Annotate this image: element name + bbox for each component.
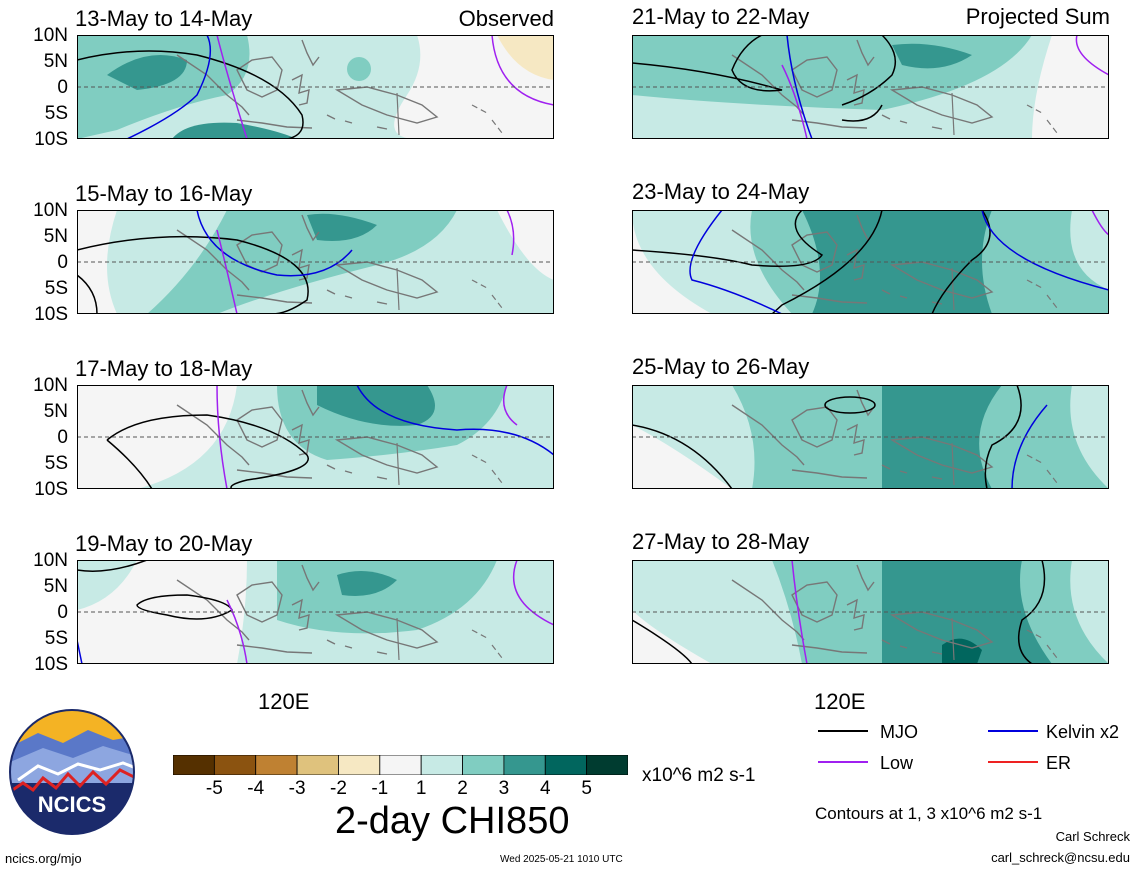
- colorbar-tick-label: 2: [457, 778, 468, 799]
- colorbar-tick-label: 3: [498, 778, 510, 799]
- lat-label: 5N: [43, 401, 68, 422]
- lat-label: 0: [57, 427, 68, 448]
- colorbar-swatch: [544, 755, 588, 775]
- legend-line-mjo: [818, 730, 868, 732]
- colorbar-swatch: [338, 755, 381, 775]
- legend-line-er: [988, 761, 1038, 763]
- lat-label: 10S: [34, 479, 68, 500]
- logo-text: NCICS: [38, 792, 106, 817]
- author: Carl Schreck: [1055, 829, 1130, 844]
- panel-title: 17-May to 18-May: [75, 356, 253, 381]
- lat-label: 5S: [44, 628, 68, 649]
- colorbar-swatch: [420, 755, 463, 775]
- lat-label: 5S: [44, 453, 68, 474]
- main-title: 2-day CHI850: [335, 800, 570, 842]
- panel-title: 23-May to 24-May: [632, 179, 810, 204]
- lat-label: 10N: [33, 25, 68, 46]
- contours-note: Contours at 1, 3 x10^6 m2 s-1: [815, 804, 1043, 823]
- colorbar-swatch: [503, 755, 546, 775]
- colorbar-tick-label: -4: [247, 778, 265, 799]
- legend-line-low: [818, 761, 868, 763]
- legend-line-kelvin: [988, 730, 1038, 732]
- lat-label: 5N: [43, 51, 68, 72]
- lat-label: 5N: [43, 226, 68, 247]
- lat-label: 0: [57, 77, 68, 98]
- panel-title: 19-May to 20-May: [75, 531, 253, 556]
- lon-label: 120E: [258, 689, 310, 714]
- panel-title: 21-May to 22-May: [632, 4, 810, 29]
- lat-label: 10N: [33, 550, 68, 571]
- colorbar-tick-label: -1: [371, 778, 389, 799]
- projected-sum-label: Projected Sum: [965, 4, 1110, 29]
- colorbar-swatch: [379, 755, 422, 775]
- colorbar-swatch: [586, 755, 628, 775]
- legend-label-mjo: MJO: [880, 722, 918, 742]
- colorbar-swatch: [296, 755, 339, 775]
- email: carl_schreck@ncsu.edu: [991, 850, 1130, 865]
- colorbar: [173, 755, 628, 775]
- lat-label: 10S: [34, 654, 68, 675]
- lat-label: 0: [57, 252, 68, 273]
- ncics-logo: NCICS: [9, 709, 135, 835]
- legend-label-er: ER: [1046, 753, 1072, 773]
- colorbar-tick-label: -3: [288, 778, 306, 799]
- lat-label: 10S: [34, 304, 68, 325]
- legend-label-kelvin: Kelvin x2: [1046, 722, 1120, 742]
- lon-label: 120E: [814, 689, 866, 714]
- lat-label: 0: [57, 602, 68, 623]
- timestamp: Wed 2025-05-21 1010 UTC: [500, 854, 623, 865]
- colorbar-tick-label: -2: [330, 778, 347, 799]
- map-panel-1: [77, 35, 554, 139]
- panel-title: 13-May to 14-May: [75, 6, 253, 31]
- map-panel-5: [632, 35, 1109, 139]
- colorbar-tick-label: 5: [581, 778, 592, 799]
- map-panel-7: [632, 385, 1109, 489]
- map-panel-3: [77, 385, 554, 489]
- colorbar-tick-label: -5: [205, 778, 223, 799]
- colorbar-swatch: [462, 755, 505, 775]
- lat-label: 10N: [33, 375, 68, 396]
- map-panel-2: [77, 210, 554, 314]
- lat-label: 10N: [33, 200, 68, 221]
- map-panel-8: [632, 560, 1109, 664]
- lat-label: 10S: [34, 129, 68, 150]
- colorbar-tick-label: 1: [415, 778, 427, 799]
- colorbar-swatch: [173, 755, 215, 775]
- map-panel-4: [77, 560, 554, 664]
- panel-title: 25-May to 26-May: [632, 354, 810, 379]
- panel-title: 27-May to 28-May: [632, 529, 810, 554]
- lat-label: 5S: [44, 278, 68, 299]
- colorbar-units: x10^6 m2 s-1: [642, 765, 756, 786]
- colorbar-swatch: [213, 755, 257, 775]
- lat-label: 5N: [43, 576, 68, 597]
- colorbar-tick-label: 4: [539, 778, 551, 799]
- panel-title: 15-May to 16-May: [75, 181, 253, 206]
- legend-label-low: Low: [880, 753, 914, 773]
- colorbar-swatch: [255, 755, 298, 775]
- map-panel-6: [632, 210, 1109, 314]
- url: ncics.org/mjo: [5, 851, 82, 866]
- lat-label: 5S: [44, 103, 68, 124]
- observed-label: Observed: [458, 6, 554, 31]
